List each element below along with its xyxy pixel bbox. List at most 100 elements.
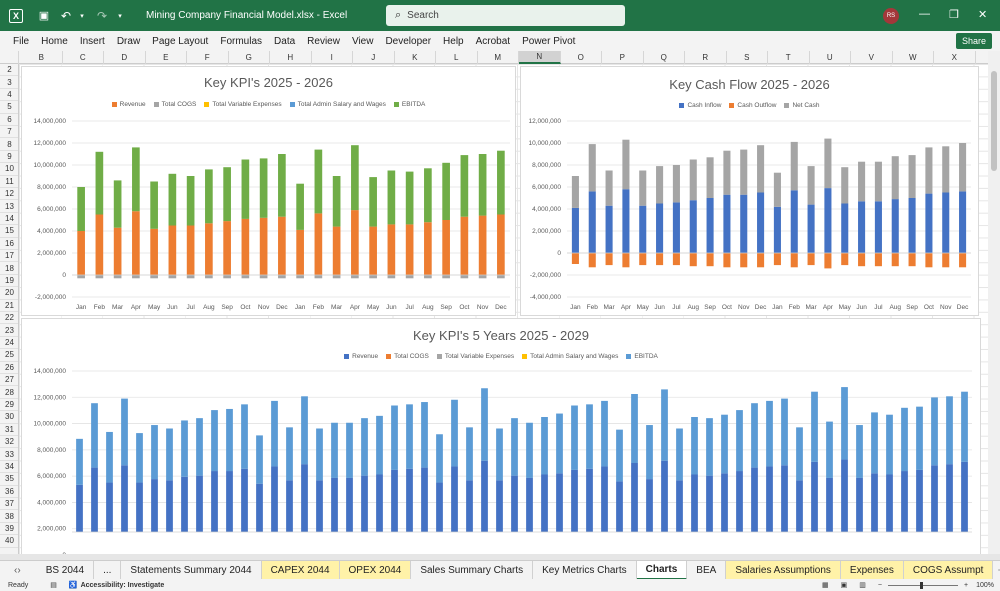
bar-total-cogs[interactable] (77, 275, 85, 279)
bar-cash-inflow[interactable] (588, 191, 596, 253)
bar-total-cogs[interactable] (442, 275, 450, 279)
bar-revenue[interactable] (271, 466, 278, 532)
bar-revenue[interactable] (424, 222, 432, 275)
close-icon[interactable]: ✕ (978, 9, 988, 21)
row-header[interactable]: 6 (0, 114, 18, 126)
column-header[interactable]: Q (644, 51, 685, 64)
bar-total-cogs[interactable] (150, 275, 158, 279)
bar-cash-inflow[interactable] (807, 204, 815, 253)
bar-revenue[interactable] (166, 480, 173, 532)
menu-acrobat[interactable]: Acrobat (475, 35, 511, 47)
bar-net-cash[interactable] (571, 176, 579, 208)
bar-cash-inflow[interactable] (689, 200, 697, 253)
bar-ebitda[interactable] (751, 403, 758, 468)
row-header[interactable]: 38 (0, 510, 18, 523)
bar-total-cogs[interactable] (223, 275, 231, 279)
bar-ebitda[interactable] (211, 410, 218, 472)
bar-ebitda[interactable] (314, 149, 323, 214)
bar-ebitda[interactable] (226, 408, 233, 472)
menu-power-pivot[interactable]: Power Pivot (522, 35, 576, 47)
bar-ebitda[interactable] (271, 400, 278, 467)
bar-total-cogs[interactable] (460, 275, 469, 279)
bar-cash-outflow[interactable] (858, 253, 866, 267)
bar-cash-outflow[interactable] (807, 253, 815, 266)
bar-cash-inflow[interactable] (757, 192, 765, 254)
bar-ebitda[interactable] (205, 169, 213, 224)
bar-ebitda[interactable] (631, 394, 638, 463)
bar-revenue[interactable] (496, 480, 503, 532)
bar-ebitda[interactable] (421, 402, 428, 468)
bar-cash-inflow[interactable] (874, 201, 882, 253)
menu-file[interactable]: File (13, 35, 30, 47)
save-icon[interactable]: ▣ (38, 10, 50, 22)
row-header[interactable]: 2 (0, 64, 18, 77)
bar-revenue[interactable] (186, 225, 195, 276)
bar-ebitda[interactable] (278, 154, 286, 217)
bar-ebitda[interactable] (332, 176, 341, 227)
row-header[interactable]: 9 (0, 151, 18, 164)
bar-revenue[interactable] (886, 474, 893, 533)
bar-ebitda[interactable] (76, 438, 83, 485)
bar-net-cash[interactable] (942, 146, 950, 193)
sheet-tab-sales-summary-charts[interactable]: Sales Summary Charts (411, 560, 534, 580)
bar-ebitda[interactable] (496, 428, 503, 481)
bar-total-cogs[interactable] (113, 275, 122, 279)
bar-ebitda[interactable] (442, 162, 450, 220)
bar-revenue[interactable] (376, 474, 383, 533)
bar-ebitda[interactable] (132, 147, 140, 212)
zoom-out-icon[interactable]: − (877, 581, 882, 589)
column-header[interactable]: U (810, 51, 851, 64)
bar-total-cogs[interactable] (278, 275, 286, 279)
row-header[interactable]: 22 (0, 312, 18, 325)
column-header[interactable]: W (893, 51, 934, 64)
bar-total-cogs[interactable] (259, 275, 268, 279)
bar-net-cash[interactable] (908, 155, 916, 198)
bar-cash-outflow[interactable] (824, 253, 832, 269)
bar-ebitda[interactable] (77, 187, 85, 231)
zoom-level[interactable]: 100% (976, 581, 994, 589)
column-header[interactable]: J (353, 51, 395, 64)
bar-ebitda[interactable] (391, 405, 398, 470)
bar-ebitda[interactable] (106, 431, 113, 483)
bar-ebitda[interactable] (121, 398, 128, 466)
bar-ebitda[interactable] (811, 391, 818, 462)
bar-revenue[interactable] (811, 461, 818, 532)
bar-net-cash[interactable] (874, 161, 882, 202)
column-header[interactable]: R (685, 51, 727, 64)
bar-ebitda[interactable] (646, 425, 653, 480)
row-header[interactable]: 25 (0, 349, 18, 362)
bar-ebitda[interactable] (351, 145, 359, 211)
bar-revenue[interactable] (241, 218, 250, 275)
bar-total-cogs[interactable] (332, 275, 341, 279)
bar-cash-outflow[interactable] (790, 253, 798, 268)
bar-net-cash[interactable] (790, 141, 798, 191)
bar-net-cash[interactable] (824, 138, 832, 189)
bar-revenue[interactable] (736, 471, 743, 532)
bar-ebitda[interactable] (331, 422, 338, 478)
bar-ebitda[interactable] (91, 403, 98, 468)
row-header[interactable]: 15 (0, 225, 18, 238)
bar-revenue[interactable] (76, 484, 83, 532)
row-header[interactable]: 10 (0, 163, 18, 176)
row-header[interactable]: 11 (0, 176, 18, 188)
row-header[interactable]: 27 (0, 374, 18, 387)
bar-cash-outflow[interactable] (656, 253, 664, 266)
bar-net-cash[interactable] (891, 156, 899, 200)
column-header[interactable]: O (561, 51, 602, 64)
bar-revenue[interactable] (497, 214, 505, 276)
row-header[interactable]: 40 (0, 535, 18, 548)
bar-ebitda[interactable] (346, 422, 353, 478)
bar-ebitda[interactable] (95, 151, 104, 215)
bar-total-cogs[interactable] (478, 275, 487, 279)
bar-total-cogs[interactable] (296, 275, 304, 279)
bar-revenue[interactable] (796, 480, 803, 532)
bar-cash-inflow[interactable] (959, 191, 967, 253)
bar-cash-outflow[interactable] (942, 253, 950, 268)
restore-icon[interactable]: ❐ (949, 9, 959, 21)
bar-net-cash[interactable] (588, 144, 596, 192)
chart-key-kpis-2025-2026[interactable]: Key KPI's 2025 - 2026 Revenue Total COGS T… (21, 66, 516, 316)
bar-revenue[interactable] (631, 463, 638, 532)
column-header[interactable]: D (104, 51, 146, 64)
bar-cash-inflow[interactable] (841, 203, 849, 254)
scroll-thumb[interactable] (991, 71, 997, 171)
